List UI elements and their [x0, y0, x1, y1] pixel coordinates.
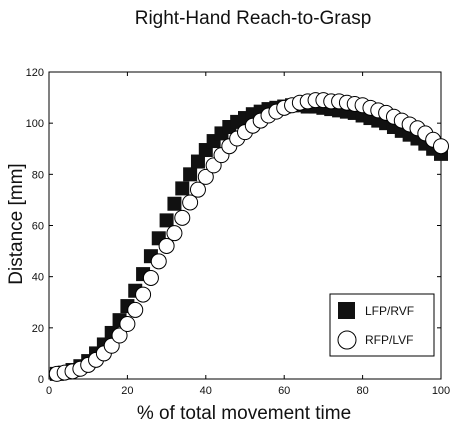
- data-point-circle: [119, 315, 136, 332]
- y-tick-label: 0: [38, 374, 44, 386]
- x-axis: 0 20 40 60 80 100: [46, 72, 450, 397]
- y-tick-label: 40: [32, 272, 44, 284]
- x-tick-label: 20: [121, 385, 133, 397]
- data-point-circle: [158, 237, 175, 254]
- data-point-circle: [135, 286, 152, 303]
- legend-label-lfp-rvf: LFP/RVF: [365, 304, 414, 318]
- chart-title: Right-Hand Reach-to-Grasp: [135, 8, 372, 29]
- data-point-circle: [433, 138, 449, 155]
- x-tick-label: 0: [46, 385, 52, 397]
- data-point-circle: [174, 209, 191, 226]
- data-point-circle: [189, 181, 206, 198]
- x-axis-label: % of total movement time: [137, 403, 351, 424]
- legend-circle-marker: [337, 330, 357, 350]
- data-point-circle: [197, 168, 214, 185]
- legend-square-marker: [338, 302, 355, 319]
- y-tick-label: 80: [32, 169, 44, 181]
- y-tick-label: 60: [32, 221, 44, 233]
- data-point-circle: [166, 225, 183, 242]
- data-point-square: [159, 213, 174, 228]
- x-tick-label: 80: [356, 385, 368, 397]
- data-point-circle: [111, 327, 128, 344]
- data-point-square: [175, 181, 190, 196]
- data-point-square: [167, 196, 182, 211]
- data-point-circle: [142, 269, 159, 286]
- x-tick-label: 40: [200, 385, 212, 397]
- series-rfp-lvf: [48, 92, 449, 382]
- data-point-circle: [150, 253, 167, 270]
- y-axis-label: Distance [mm]: [6, 163, 27, 284]
- data-point-square: [183, 167, 198, 182]
- legend-label-rfp-lvf: RFP/LVF: [365, 333, 413, 347]
- x-tick-label: 100: [432, 385, 450, 397]
- x-tick-label: 60: [278, 385, 290, 397]
- data-point-circle: [182, 194, 199, 211]
- data-point-square: [190, 154, 205, 169]
- plot-area: [48, 92, 449, 382]
- data-point-circle: [127, 301, 144, 318]
- y-tick-label: 120: [26, 67, 44, 79]
- legend: LFP/RVF RFP/LVF: [329, 293, 435, 357]
- y-tick-label: 100: [26, 118, 44, 130]
- y-tick-label: 20: [32, 323, 44, 335]
